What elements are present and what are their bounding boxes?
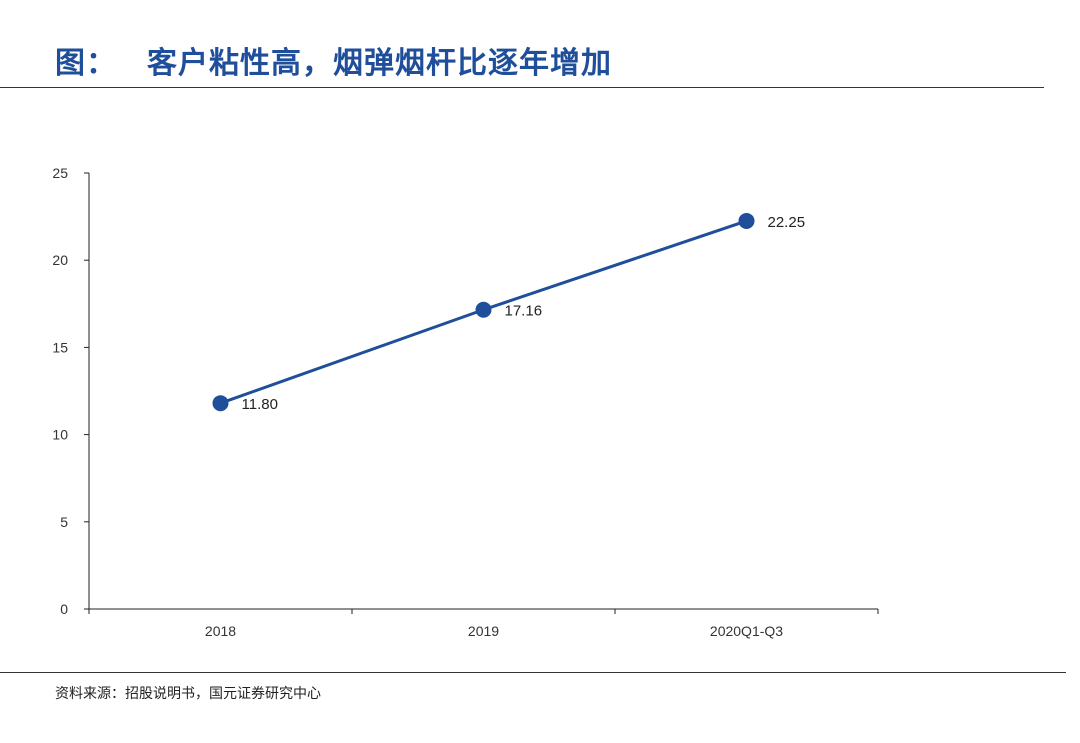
title-divider (0, 87, 1044, 88)
source-note: 资料来源：招股说明书，国元证券研究中心 (55, 686, 321, 702)
data-point (475, 301, 492, 318)
figure-label: 图： (55, 46, 117, 81)
data-label: 22.25 (768, 214, 806, 231)
x-tick-label: 2018 (205, 623, 236, 639)
footer-divider (0, 672, 1066, 673)
x-tick-label: 2019 (468, 623, 499, 639)
y-tick-label: 20 (52, 252, 68, 268)
figure-title-text: 客户粘性高，烟弹烟杆比逐年增加 (147, 46, 612, 81)
y-tick-label: 25 (52, 165, 68, 181)
data-point (212, 395, 229, 412)
y-tick-label: 10 (52, 427, 68, 443)
figure-title: 图： 客户粘性高，烟弹烟杆比逐年增加 (55, 38, 612, 82)
data-label: 17.16 (505, 303, 543, 320)
data-point (738, 212, 755, 229)
data-label: 11.80 (242, 396, 278, 413)
y-tick-label: 0 (60, 601, 68, 617)
y-tick-label: 15 (52, 339, 68, 355)
x-tick-label: 2020Q1-Q3 (710, 623, 783, 639)
y-tick-label: 5 (60, 514, 68, 530)
